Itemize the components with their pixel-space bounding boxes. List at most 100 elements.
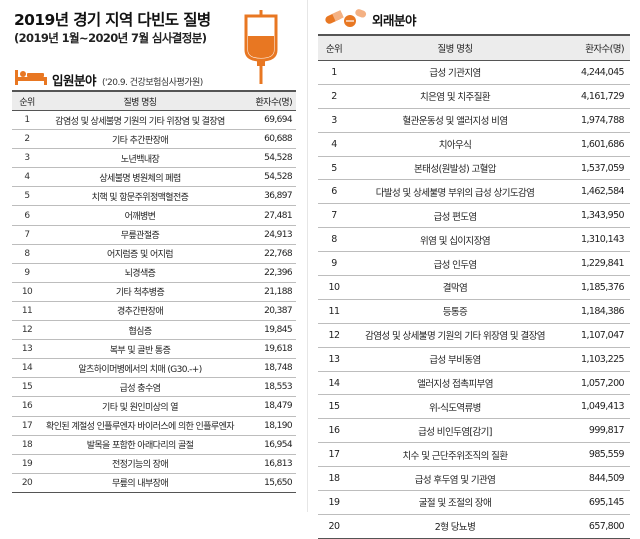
disease-cell: 어깨병변	[42, 205, 238, 226]
rank-cell: 19	[318, 490, 350, 515]
table-row: 16 기타 및 원인미상의 열 18,479	[12, 396, 296, 417]
table-row: 14 알츠하이머병에서의 치매 (G30.-+) 18,748	[12, 358, 296, 379]
inpatient-table: 순위 질병 명칭 환자수(명) 1 감염성 및 상세불명 기원의 기타 위장염 및…	[12, 90, 296, 493]
outpatient-title: 외래분야	[372, 13, 417, 28]
table-header-row: 순위 질병 명칭 환자수(명)	[318, 34, 630, 61]
rank-cell: 15	[12, 377, 42, 398]
rank-cell: 17	[318, 442, 350, 468]
page-title: 2019년 경기 지역 다빈도 질병	[14, 11, 211, 29]
table-row: 10 결막염 1,185,376	[318, 275, 630, 300]
table-row: 15 위-식도역류병 1,049,413	[318, 394, 630, 420]
table-row: 7 급성 편도염 1,343,950	[318, 203, 630, 229]
column-header-count: 환자수(명)	[238, 90, 296, 111]
disease-cell: 굴절 및 조절의 장애	[350, 490, 560, 515]
rank-cell: 7	[318, 203, 350, 229]
disease-cell: 전정기능의 장애	[42, 454, 238, 474]
count-cell: 18,190	[238, 416, 296, 436]
table-row: 19 전정기능의 장애 16,813	[12, 454, 296, 474]
count-cell: 27,481	[238, 205, 296, 226]
count-cell: 844,509	[560, 466, 630, 492]
table-row: 13 급성 부비동염 1,103,225	[318, 347, 630, 372]
rank-cell: 20	[318, 514, 350, 539]
outpatient-header: 외래분야	[372, 10, 417, 29]
rank-cell: 19	[12, 454, 42, 474]
page-subtitle: (2019년 1월~2020년 7월 심사결정분)	[14, 31, 207, 45]
disease-cell: 앨러지성 접촉피부염	[350, 371, 560, 396]
rank-cell: 14	[318, 371, 350, 396]
disease-cell: 급성 후두염 및 기관염	[350, 466, 560, 492]
count-cell: 54,528	[238, 167, 296, 188]
count-cell: 36,897	[238, 186, 296, 207]
count-cell: 1,537,059	[560, 156, 630, 181]
table-row: 3 혈관운동성 및 앨러지성 비염 1,974,788	[318, 108, 630, 133]
count-cell: 1,107,047	[560, 323, 630, 348]
rank-cell: 20	[12, 473, 42, 493]
count-cell: 22,396	[238, 263, 296, 283]
rank-cell: 7	[12, 225, 42, 245]
pills-icon	[325, 9, 367, 27]
disease-cell: 감염성 및 상세불명 기원의 기타 위장염 및 결장염	[350, 323, 560, 348]
rank-cell: 8	[12, 244, 42, 264]
table-row: 20 2형 당뇨병 657,800	[318, 514, 630, 539]
disease-cell: 급성 충수염	[42, 377, 238, 398]
disease-cell: 감염성 및 상세불명 기원의 기타 위장염 및 결장염	[42, 110, 238, 131]
table-row: 10 기타 척추병증 21,188	[12, 282, 296, 302]
table-row: 1 급성 기관지염 4,244,045	[318, 60, 630, 85]
table-row: 2 기타 추간판장애 60,688	[12, 129, 296, 150]
disease-cell: 노년백내장	[42, 148, 238, 169]
count-cell: 657,800	[560, 514, 630, 539]
disease-cell: 확인된 계절성 인플루엔자 바이러스에 의한 인플루엔자	[42, 416, 238, 436]
rank-cell: 16	[12, 396, 42, 417]
count-cell: 4,161,729	[560, 84, 630, 109]
count-cell: 60,688	[238, 129, 296, 150]
rank-cell: 18	[12, 435, 42, 455]
disease-cell: 급성 기관지염	[350, 60, 560, 85]
table-row: 8 어지럼증 및 어지럼 22,768	[12, 244, 296, 264]
table-row: 11 경추간판장애 20,387	[12, 301, 296, 322]
count-cell: 18,748	[238, 358, 296, 379]
disease-cell: 결막염	[350, 275, 560, 300]
rank-cell: 2	[12, 129, 42, 150]
iv-bag-icon	[244, 10, 278, 84]
disease-cell: 기타 척추병증	[42, 282, 238, 302]
rank-cell: 16	[318, 418, 350, 444]
inpatient-title: 입원분야	[52, 73, 97, 88]
rank-cell: 5	[12, 186, 42, 207]
disease-cell: 혈관운동성 및 앨러지성 비염	[350, 108, 560, 133]
disease-cell: 치아우식	[350, 132, 560, 157]
disease-cell: 무릎의 내부장애	[42, 473, 238, 493]
rank-cell: 10	[12, 282, 42, 302]
table-row: 7 무릎관절증 24,913	[12, 225, 296, 245]
table-row: 13 복부 및 골반 통증 19,618	[12, 339, 296, 360]
disease-cell: 위-식도역류병	[350, 394, 560, 420]
count-cell: 21,188	[238, 282, 296, 302]
rank-cell: 8	[318, 227, 350, 253]
rank-cell: 11	[12, 301, 42, 322]
table-row: 2 치은염 및 치주질환 4,161,729	[318, 84, 630, 109]
count-cell: 16,813	[238, 454, 296, 474]
disease-cell: 등통증	[350, 299, 560, 324]
rank-cell: 4	[318, 132, 350, 157]
table-row: 16 급성 비인두염[감기] 999,817	[318, 418, 630, 444]
rank-cell: 12	[12, 320, 42, 341]
rank-cell: 15	[318, 394, 350, 420]
rank-cell: 9	[318, 251, 350, 277]
table-row: 1 감염성 및 상세불명 기원의 기타 위장염 및 결장염 69,694	[12, 110, 296, 131]
count-cell: 1,184,386	[560, 299, 630, 324]
count-cell: 18,479	[238, 396, 296, 417]
count-cell: 1,310,143	[560, 227, 630, 253]
table-row: 12 협심증 19,845	[12, 320, 296, 341]
count-cell: 16,954	[238, 435, 296, 455]
rank-cell: 3	[318, 108, 350, 133]
count-cell: 1,229,841	[560, 251, 630, 277]
column-divider	[307, 0, 308, 512]
disease-cell: 무릎관절증	[42, 225, 238, 245]
table-row: 14 앨러지성 접촉피부염 1,057,200	[318, 371, 630, 396]
count-cell: 1,103,225	[560, 347, 630, 372]
count-cell: 1,601,686	[560, 132, 630, 157]
disease-cell: 뇌경색증	[42, 263, 238, 283]
rank-cell: 1	[12, 110, 42, 131]
count-cell: 4,244,045	[560, 60, 630, 85]
count-cell: 1,057,200	[560, 371, 630, 396]
disease-cell: 다발성 및 상세불명 부위의 급성 상기도감염	[350, 179, 560, 205]
